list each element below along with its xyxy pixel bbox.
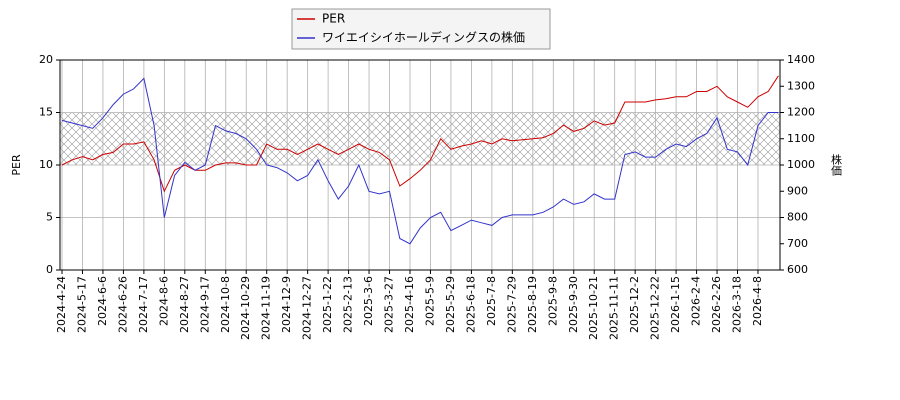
y2-tick-label: 1400 [787,53,815,66]
x-tick-label: 2024-12-27 [301,276,314,340]
y2-tick-label: 600 [787,263,808,276]
x-tick-label: 2026-3-18 [731,276,744,333]
x-tick-label: 2024-10-8 [219,276,232,333]
x-tick-label: 2024-11-19 [260,276,273,340]
x-tick-label: 2025-12-2 [628,276,641,333]
x-tick-label: 2024-8-6 [157,276,170,326]
x-tick-label: 2025-7-29 [505,276,518,333]
x-tick-label: 2024-6-6 [96,276,109,326]
x-tick-label: 2024-4-24 [55,276,68,333]
legend-label: ワイエイシイホールディングスの株価 [322,30,525,45]
x-tick-label: 2024-10-29 [239,276,252,340]
y2-tick-label: 1200 [787,106,815,119]
x-tick-label: 2024-6-26 [116,276,129,333]
x-tick-label: 2025-12-22 [649,276,662,340]
x-tick-label: 2026-1-15 [669,276,682,333]
x-tick-label: 2026-4-8 [751,276,764,326]
y2-axis-label: 株価 [830,153,843,176]
x-tick-label: 2025-1-22 [321,276,334,333]
x-tick-label: 2025-3-27 [383,276,396,333]
x-tick-label: 2025-11-11 [608,276,621,340]
y-tick-label: 0 [46,263,53,276]
x-tick-label: 2025-4-16 [403,276,416,333]
x-tick-label: 2025-10-21 [587,276,600,340]
x-tick-label: 2025-7-8 [485,276,498,326]
y2-tick-label: 1100 [787,132,815,145]
y-axis-label: PER [10,154,23,176]
x-tick-label: 2025-3-6 [362,276,375,326]
shaded-band [60,112,780,165]
x-tick-label: 2024-9-17 [198,276,211,333]
y-tick-label: 5 [46,211,53,224]
y2-tick-label: 700 [787,237,808,250]
y-tick-label: 20 [39,53,53,66]
x-tick-label: 2025-9-30 [567,276,580,333]
legend-label: PER [322,12,345,26]
x-tick-label: 2024-8-27 [178,276,191,333]
y2-tick-label: 900 [787,184,808,197]
x-tick-label: 2025-9-8 [546,276,559,326]
x-tick-label: 2025-5-29 [444,276,457,333]
x-tick-label: 2025-6-18 [464,276,477,333]
x-tick-label: 2025-8-19 [526,276,539,333]
x-tick-label: 2026-2-4 [690,276,703,326]
x-tick-label: 2025-2-13 [342,276,355,333]
series-line [61,77,779,245]
y-tick-label: 15 [39,106,53,119]
x-tick-label: 2025-5-9 [423,276,436,326]
x-tick-label: 2026-2-26 [710,276,723,333]
y2-tick-label: 1000 [787,158,815,171]
plot-frame [59,59,781,271]
x-tick-label: 2024-12-9 [280,276,293,333]
y2-tick-label: 800 [787,211,808,224]
y2-tick-label: 1300 [787,79,815,92]
y-tick-label: 10 [39,158,53,171]
x-tick-label: 2024-5-17 [75,276,88,333]
x-tick-label: 2024-7-17 [137,276,150,333]
legend-box [291,8,551,50]
